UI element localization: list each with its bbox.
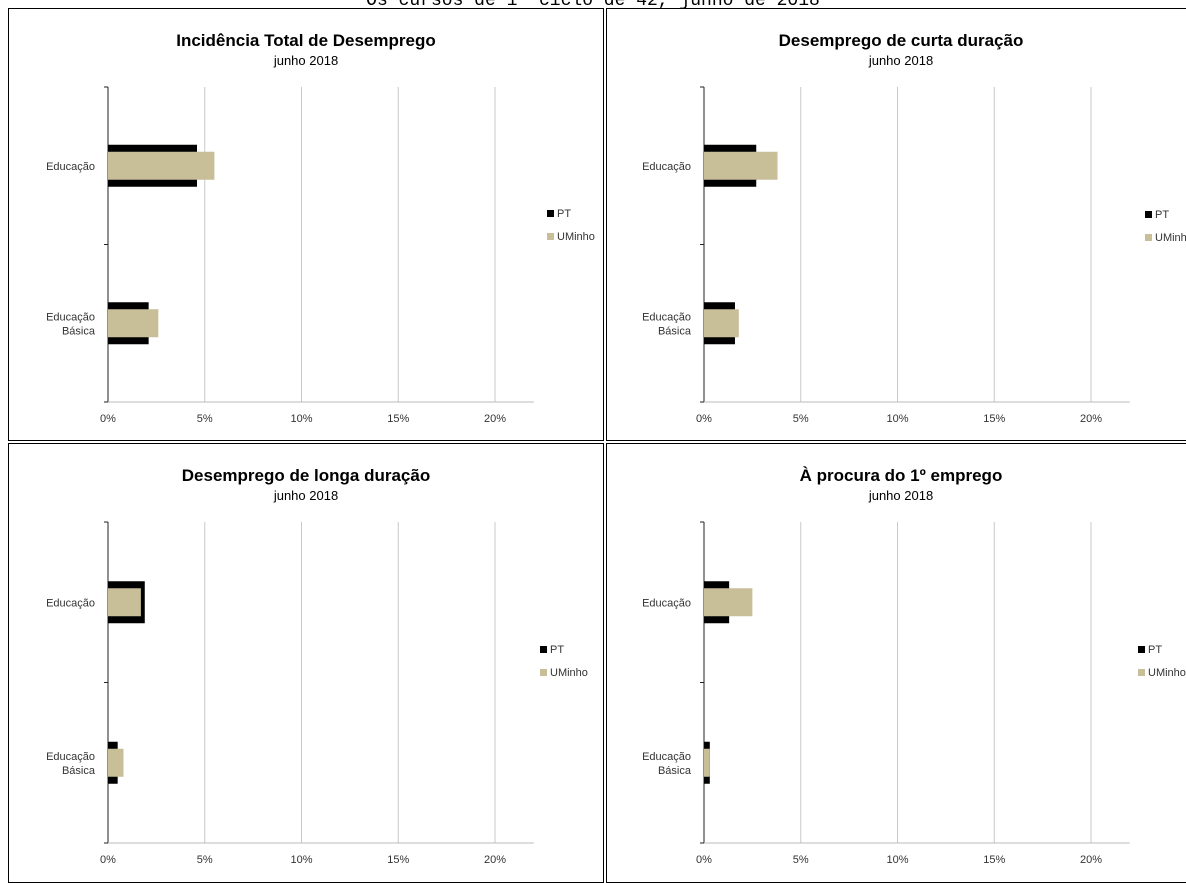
x-tick-label: 15% [387,413,409,425]
y-category-label: Educação [46,161,95,173]
y-category-label: Educação Básica [642,751,692,777]
x-tick-label: 20% [484,854,506,866]
chart-title: Desemprego de curta duração [778,31,1024,50]
x-tick-label: 10% [886,413,908,425]
y-category-label: Educação [46,597,95,609]
chart-plot: 0% 5% 10% 15% 20% Educação Educação Básica PT UMi… [642,86,1186,425]
bar-uminho [704,748,710,777]
x-tick-label: 5% [793,413,809,425]
x-tick-label: 5% [197,854,213,866]
x-tick-label: 0% [100,413,116,425]
legend-label: PT [1155,209,1169,221]
x-tick-label: 0% [696,413,712,425]
chart-subtitle: junho 2018 [868,53,934,68]
x-tick-label: 20% [484,413,506,425]
chart-plot: 0% 5% 10% 15% 20% Educação Educação Básica PT UMi… [46,86,595,425]
x-tick-label: 10% [886,854,908,866]
legend-label: UMinho [1155,232,1186,244]
bar-uminho [108,309,159,338]
x-tick-label: 0% [696,854,712,866]
chart-plot: 0% 5% 10% 15% 20% Educação Educação Básica PT UMi… [642,521,1186,866]
x-tick-label: 20% [1080,854,1102,866]
y-category-label: Educação [642,161,691,173]
x-tick-label: 0% [100,854,116,866]
legend-swatch [547,233,554,240]
bar-uminho [108,748,124,777]
x-tick-label: 10% [290,413,312,425]
legend-swatch [1145,234,1152,241]
chart-title: Incidência Total de Desemprego [176,31,436,50]
bar-uminho [704,309,739,338]
x-tick-label: 10% [290,854,312,866]
x-tick-label: 15% [983,854,1005,866]
legend-label: PT [1148,644,1162,656]
y-category-label: Educação [642,597,691,609]
x-tick-label: 15% [387,854,409,866]
legend-swatch [1138,669,1145,676]
legend-swatch [540,669,547,676]
y-category-label: Educação Básica [46,311,96,337]
legend-label: UMinho [1148,667,1186,679]
x-tick-label: 5% [793,854,809,866]
chart-plot: 0% 5% 10% 15% 20% Educação Educação Básica PT UMi… [46,521,588,866]
y-category-label: Educação Básica [46,751,96,777]
chart-panel-short-term-unemployment: Desemprego de curta duração junho 2018 0… [606,8,1186,441]
x-tick-label: 20% [1080,413,1102,425]
legend-swatch [1138,646,1145,653]
x-tick-label: 15% [983,413,1005,425]
chart-panel-long-term-unemployment: Desemprego de longa duração junho 2018 0… [8,443,604,883]
legend-label: PT [557,208,571,220]
bar-uminho [704,151,778,180]
legend-label: PT [550,644,564,656]
chart-subtitle: junho 2018 [273,488,339,503]
x-tick-label: 5% [197,413,213,425]
bar-uminho [108,151,215,180]
chart-subtitle: junho 2018 [273,53,339,68]
legend-swatch [540,646,547,653]
chart-subtitle: junho 2018 [868,488,934,503]
chart-panel-total-unemployment: Incidência Total de Desemprego junho 201… [8,8,604,441]
page-title: Os cursos de 1º ciclo de 42, junho de 20… [366,0,820,11]
legend-swatch [547,210,554,217]
chart-title: Desemprego de longa duração [181,466,431,485]
chart-title: À procura do 1º emprego [799,466,1003,485]
y-category-label: Educação Básica [642,311,692,337]
legend-label: UMinho [550,667,588,679]
chart-panel-first-job-seekers: À procura do 1º emprego junho 2018 0% 5% 1… [606,443,1186,883]
bar-uminho [704,588,753,617]
bar-uminho [108,588,141,617]
legend-swatch [1145,211,1152,218]
legend-label: UMinho [557,231,595,243]
